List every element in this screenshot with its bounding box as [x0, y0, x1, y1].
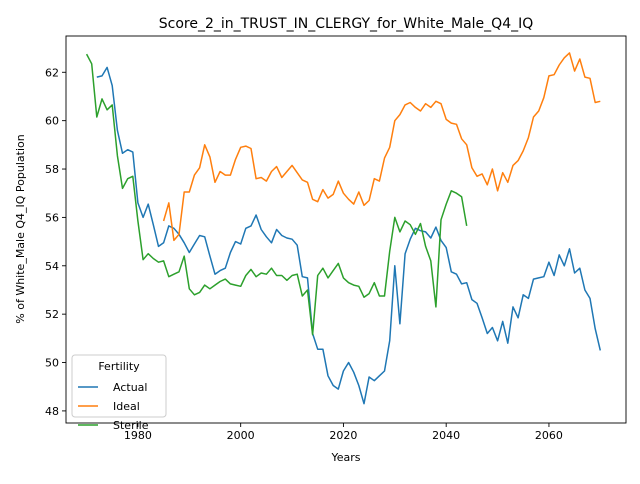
- legend-label-sterile: Sterile: [113, 419, 149, 432]
- chart-title: Score_2_in_TRUST_IN_CLERGY_for_White_Mal…: [159, 16, 534, 32]
- y-axis-ticks: 48 50 52 54 56 58 60 62: [45, 66, 66, 418]
- y-tick-label: 58: [45, 163, 59, 176]
- x-axis-ticks: 1980 2000 2020 2040 2060: [124, 423, 563, 442]
- legend-box: [71, 354, 167, 418]
- y-tick-label: 52: [45, 308, 59, 321]
- axes-frame: [65, 35, 627, 424]
- x-tick-label: 1980: [124, 429, 152, 442]
- series-line-sterile: [85, 53, 468, 336]
- y-tick-label: 50: [45, 357, 59, 370]
- y-tick-label: 62: [45, 66, 59, 79]
- series-line-actual: [96, 66, 602, 405]
- x-axis-label: Years: [330, 451, 360, 464]
- legend-title: Fertility: [98, 360, 140, 373]
- legend-label-ideal: Ideal: [113, 400, 140, 413]
- x-tick-label: 2040: [432, 429, 460, 442]
- x-tick-label: 2000: [227, 429, 255, 442]
- legend-label-actual: Actual: [113, 381, 147, 394]
- y-tick-label: 60: [45, 115, 59, 128]
- y-tick-label: 56: [45, 211, 59, 224]
- y-axis-label: % of White_Male Q4_IQ Population: [14, 134, 27, 323]
- y-tick-label: 48: [45, 405, 59, 418]
- y-tick-label: 54: [45, 260, 59, 273]
- legend: Fertility Actual Ideal Sterile: [71, 354, 167, 432]
- series-line-ideal: [162, 52, 601, 242]
- x-tick-label: 2020: [329, 429, 357, 442]
- x-tick-label: 2060: [535, 429, 563, 442]
- legend-entries: Actual Ideal Sterile: [78, 381, 149, 432]
- plot-lines: [85, 52, 602, 405]
